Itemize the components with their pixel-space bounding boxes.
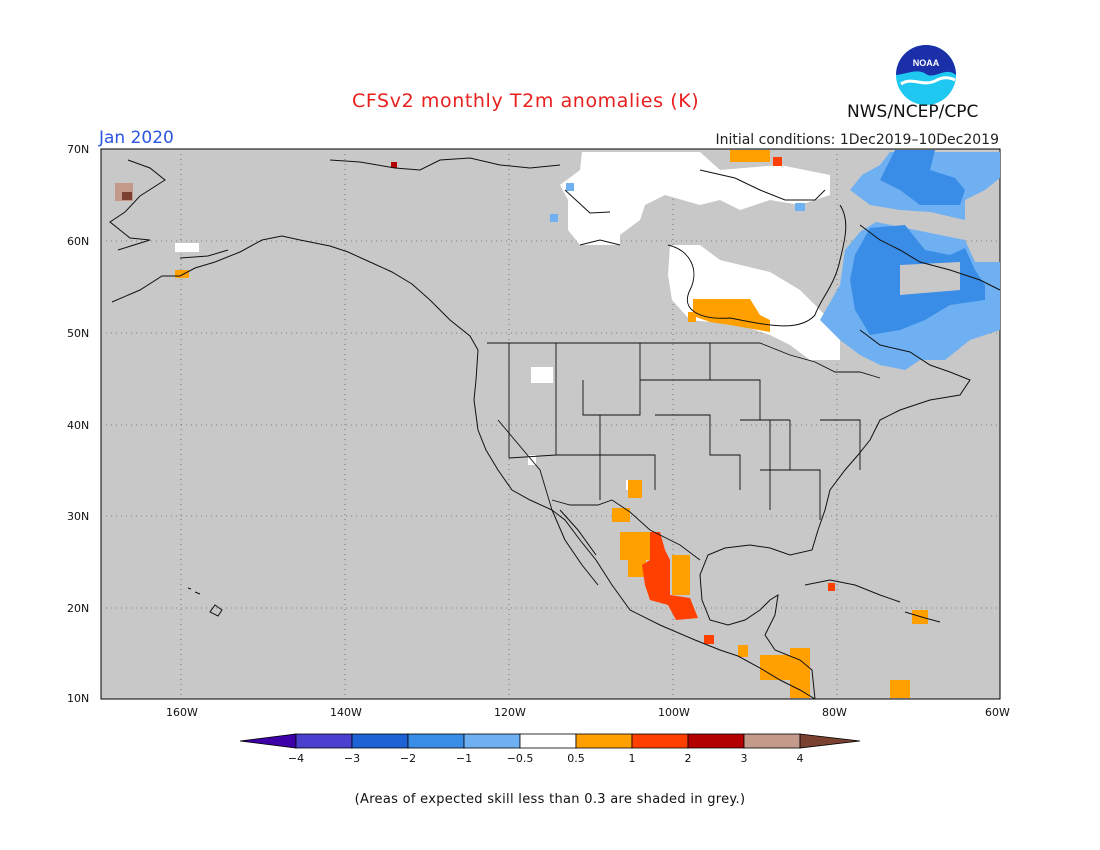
lat-label: 20N [67, 602, 90, 615]
lat-label: 70N [67, 143, 90, 156]
logo-text: NOAA [913, 58, 940, 68]
lon-label: 140W [330, 706, 362, 719]
colorbar-label: 2 [684, 752, 692, 765]
borders [487, 342, 881, 561]
colorbar-label: 1 [628, 752, 636, 765]
valid-month: Jan 2020 [99, 128, 174, 148]
skill-note: (Areas of expected skill less than 0.3 a… [354, 792, 746, 807]
colorbar-left-arrow [239, 733, 297, 749]
colorbar [239, 733, 861, 749]
lon-label: 160W [166, 706, 198, 719]
lon-label: 60W [985, 706, 1010, 719]
lat-label: 10N [67, 692, 90, 705]
lat-label: 30N [67, 510, 90, 523]
anomaly-red-orange [642, 157, 835, 644]
lat-label: 50N [67, 327, 90, 340]
lon-label: 100W [658, 706, 690, 719]
colorbar-label: −0.5 [506, 752, 534, 765]
map-panel [100, 148, 1001, 700]
coastlines [109, 157, 1001, 700]
colorbar-label: 0.5 [567, 752, 585, 765]
agency-label: NWS/NCEP/CPC [847, 102, 979, 122]
lon-label: 120W [494, 706, 526, 719]
colorbar-label: 4 [796, 752, 804, 765]
noaa-logo-icon: NOAA [896, 45, 956, 105]
initial-conditions: Initial conditions: 1Dec2019–10Dec2019 [715, 132, 999, 148]
colorbar-label: −1 [455, 752, 473, 765]
lon-label: 80W [822, 706, 847, 719]
colorbar-label: 3 [740, 752, 748, 765]
colorbar-right-arrow [799, 733, 861, 749]
lat-label: 40N [67, 419, 90, 432]
colorbar-label: −4 [287, 752, 305, 765]
map-title: CFSv2 monthly T2m anomalies (K) [352, 90, 700, 112]
colorbar-label: −2 [399, 752, 417, 765]
lat-label: 60N [67, 235, 90, 248]
colorbar-label: −3 [343, 752, 361, 765]
anomaly-white [175, 152, 840, 490]
anomaly-grey-islands [900, 262, 960, 295]
anomaly-darkest [122, 192, 132, 200]
